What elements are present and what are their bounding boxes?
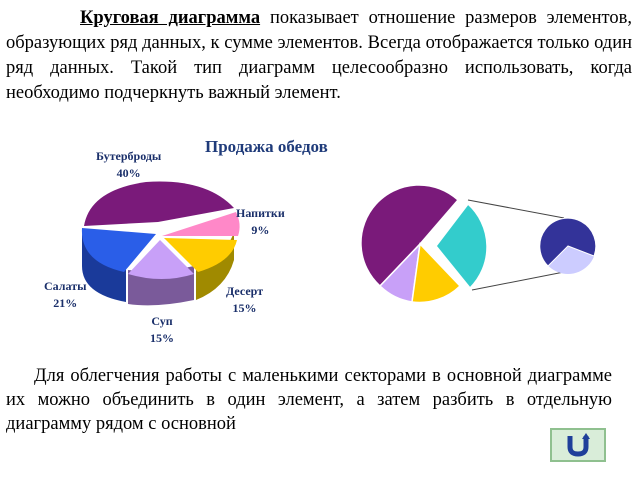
label-drinks: Напитки 9% xyxy=(236,205,285,239)
tip-paragraph: Для облегчения работы с маленькими секто… xyxy=(6,364,612,436)
label-drinks-value: 9% xyxy=(251,223,270,237)
return-button[interactable] xyxy=(550,428,606,462)
pie-chart-3d xyxy=(81,181,240,306)
pie-side-salads xyxy=(82,230,126,302)
label-dessert: Десерт 15% xyxy=(226,283,263,317)
pie2-slice-purple xyxy=(360,184,460,288)
label-drinks-name: Напитки xyxy=(236,206,285,220)
pie-slice-dessert xyxy=(164,238,237,272)
pie-slice-soup xyxy=(128,240,194,279)
label-sandwiches: Бутерброды 40% xyxy=(96,148,161,182)
return-arrow-icon xyxy=(567,433,590,457)
chart-title: Продажа обедов xyxy=(205,137,328,156)
label-sandwiches-name: Бутерброды xyxy=(96,149,162,163)
label-soup: Суп 15% xyxy=(150,313,174,347)
intro-text: показывает отношение размеров элементов,… xyxy=(6,8,632,103)
connector-bottom xyxy=(471,271,565,291)
pie-of-pie-chart xyxy=(360,184,597,304)
tip-text: Для облегчения работы с маленькими секто… xyxy=(6,366,612,434)
label-soup-value: 15% xyxy=(150,331,174,345)
term-pie-chart: Круговая диаграмма xyxy=(80,8,261,28)
label-salads-name: Салаты xyxy=(44,279,87,293)
label-dessert-name: Десерт xyxy=(226,284,264,298)
label-salads: Салаты 21% xyxy=(44,278,86,312)
pie2-secondary-navy xyxy=(539,217,597,267)
label-salads-value: 21% xyxy=(53,296,78,310)
intro-paragraph: Круговая диаграмма показывает отношение … xyxy=(6,6,632,106)
pie-slice-salads xyxy=(81,228,156,272)
pie-slice-sandwiches xyxy=(84,181,234,226)
label-dessert-value: 15% xyxy=(232,301,257,315)
pie2-slice-yellow xyxy=(411,242,462,304)
label-sandwiches-value: 40% xyxy=(116,166,141,180)
pie-slice-drinks xyxy=(162,212,240,236)
connector-top xyxy=(467,199,565,219)
pie2-slice-teal xyxy=(435,202,488,290)
label-soup-name: Суп xyxy=(151,314,173,328)
